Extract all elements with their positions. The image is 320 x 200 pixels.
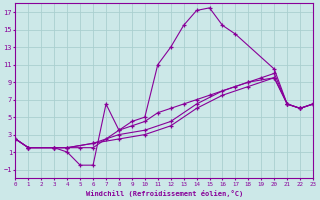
X-axis label: Windchill (Refroidissement éolien,°C): Windchill (Refroidissement éolien,°C) [86,190,243,197]
